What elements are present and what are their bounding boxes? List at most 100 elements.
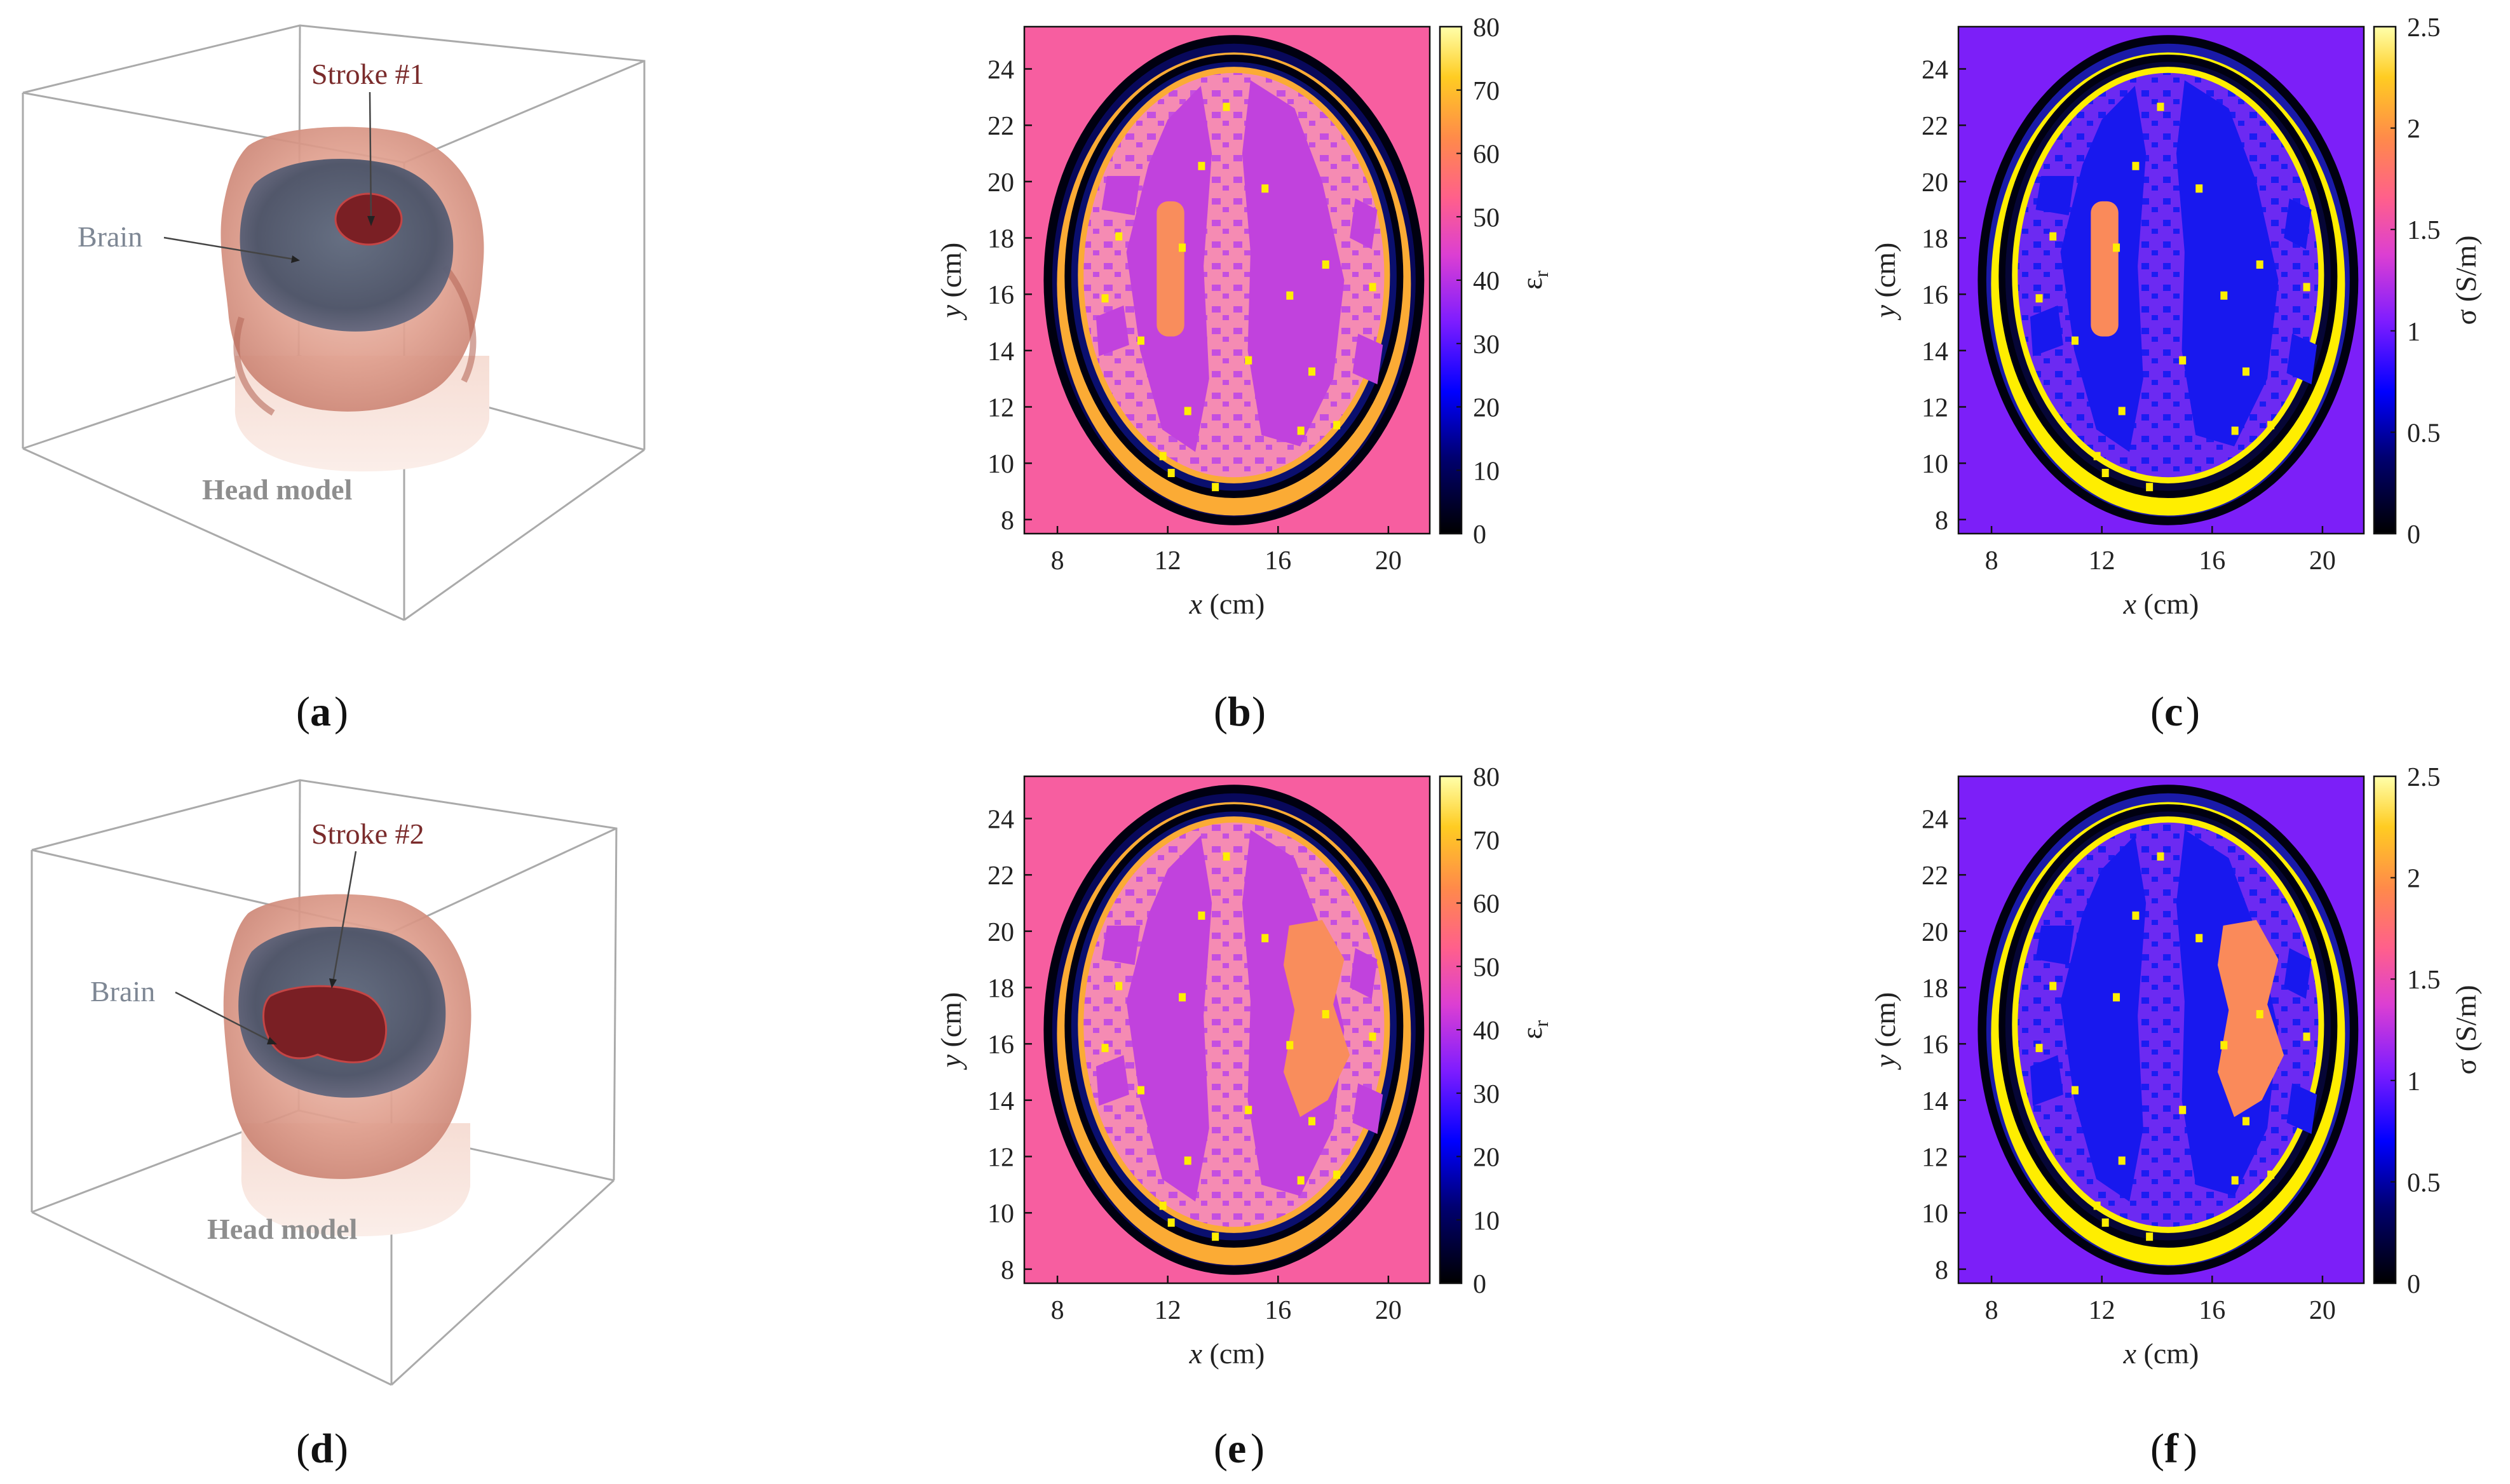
y-tick-label: 20 (1922, 918, 1948, 947)
colorbar (2373, 775, 2397, 1285)
white-matter-region-1 (1242, 80, 1345, 447)
x-tick-label: 12 (2089, 1296, 2115, 1325)
svg-text:c: c (2164, 689, 2183, 735)
x-tick-label: 12 (2089, 546, 2115, 576)
y-tick-label: 14 (1922, 337, 1948, 367)
svg-text:(: ( (1214, 689, 1228, 735)
colorbar-tick-label: 2 (2407, 865, 2420, 894)
y-tick-label: 14 (1922, 1087, 1948, 1116)
svg-text:): ) (2183, 1426, 2197, 1472)
white-matter-region-3 (2030, 1055, 2063, 1106)
brain-mesh (240, 159, 454, 332)
white-matter-region-3 (1096, 1055, 1129, 1106)
svg-text:Stroke #2: Stroke #2 (311, 818, 424, 850)
vessel-pixel-11 (2157, 102, 2164, 111)
y-tick-label: 24 (987, 56, 1014, 85)
svg-text:): ) (2186, 689, 2200, 735)
white-matter-region-5 (2286, 1083, 2317, 1135)
colorbar-tick-label: 30 (1473, 1080, 1500, 1109)
vessel-pixel-2 (2049, 232, 2057, 241)
svg-text:a: a (310, 689, 331, 735)
svg-text:): ) (334, 1426, 348, 1472)
vessel-pixel-11 (1223, 852, 1230, 861)
panel-label-d: ( d ) (296, 1426, 348, 1472)
vessel-pixel-9 (2195, 184, 2203, 193)
x-tick-label: 16 (2199, 1296, 2225, 1325)
vessel-pixel-8 (1101, 294, 1109, 303)
vessel-pixel-15 (2220, 1041, 2228, 1049)
vessel-pixel-3 (2179, 1105, 2187, 1114)
x-tick-label: 20 (1375, 546, 1402, 576)
vessel-pixel-13 (1308, 1117, 1316, 1126)
vessel-pixel-5 (2093, 452, 2101, 461)
colorbar-label: σ (S/m) (2450, 235, 2482, 325)
y-axis-title: y (cm) (1869, 243, 1901, 321)
white-matter-region-1 (2176, 80, 2279, 447)
colorbar-tick-label: 1.5 (2407, 216, 2441, 245)
y-tick-label: 16 (1922, 281, 1948, 310)
svg-text:f: f (2164, 1426, 2179, 1472)
colorbar-tick-label: 2.5 (2407, 763, 2441, 792)
annotation-head-d: Head model (207, 1213, 357, 1245)
y-tick-label: 12 (1922, 394, 1948, 423)
colorbar-tick-label: 1 (2407, 318, 2420, 347)
annotation-head-a: Head model (202, 473, 352, 506)
vessel-pixel-9 (2195, 934, 2203, 943)
stroke-region (2091, 201, 2119, 337)
panel-b-permittivity-map: 8 12 16 20 8 10 12 14 16 18 20 22 24 x (cm) y (cm) 0 10 2… (935, 13, 1552, 620)
vessel-pixel-17 (2146, 483, 2154, 492)
white-matter-region-2 (2035, 175, 2075, 216)
y-tick-label: 16 (987, 1030, 1014, 1060)
vessel-pixel-12 (2118, 1156, 2126, 1165)
x-tick-label: 16 (1265, 546, 1291, 576)
white-matter-region-4 (2284, 198, 2312, 250)
y-tick-label: 14 (987, 1087, 1014, 1116)
svg-text:): ) (334, 689, 348, 735)
y-tick-label: 18 (987, 225, 1014, 254)
white-matter-region-4 (2284, 948, 2312, 999)
vessel-pixel-17 (2146, 1232, 2154, 1241)
heatmap-image (1958, 27, 2364, 534)
svg-text:b: b (1228, 689, 1251, 735)
vessel-pixel-10 (1322, 260, 1329, 269)
vessel-pixel-7 (2267, 421, 2275, 429)
vessel-pixel-7 (2267, 1170, 2275, 1179)
y-tick-label: 18 (1922, 225, 1948, 254)
colorbar-tick-label: 70 (1473, 77, 1500, 106)
colorbar-tick-label: 50 (1473, 203, 1500, 233)
vessel-pixel-14 (1137, 1086, 1144, 1095)
panel-d-head-model: Stroke #2 Brain Head model (31, 779, 618, 1386)
vessel-pixel-2 (1115, 981, 1123, 990)
vessel-pixel-12 (1184, 407, 1191, 415)
colorbar-tick-label: 40 (1473, 1016, 1500, 1046)
stroke-lesion-2 (262, 985, 388, 1063)
colorbar-tick-label: 20 (1473, 394, 1500, 423)
heatmap-image (1024, 776, 1430, 1283)
white-matter-region-0 (1126, 835, 1212, 1202)
vessel-pixel-12 (1184, 1156, 1191, 1165)
vessel-pixel-5 (1159, 1201, 1167, 1210)
y-tick-label: 18 (987, 975, 1014, 1004)
colorbar-tick-label: 30 (1473, 330, 1500, 360)
x-tick-label: 20 (2309, 1296, 2336, 1325)
y-tick-label: 20 (987, 918, 1014, 947)
vessel-pixel-8 (1101, 1044, 1109, 1053)
vessel-pixel-1 (1198, 161, 1205, 170)
y-tick-label: 12 (1922, 1143, 1948, 1173)
y-tick-label: 8 (1935, 506, 1948, 536)
annotation-brain-a: Brain (78, 220, 300, 263)
vessel-pixel-7 (1333, 421, 1341, 429)
vessel-pixel-2 (1115, 232, 1123, 241)
vessel-pixel-6 (2101, 1218, 2109, 1227)
y-tick-label: 10 (1922, 1199, 1948, 1229)
stroke-region (1283, 920, 1350, 1117)
x-axis-title: x (cm) (1189, 1337, 1265, 1370)
colorbar-tick-label: 60 (1473, 140, 1500, 170)
vessel-pixel-16 (2303, 283, 2310, 292)
svg-text:(: ( (296, 689, 310, 735)
vessel-pixel-11 (2157, 852, 2164, 861)
y-tick-label: 20 (1922, 168, 1948, 198)
y-tick-label: 24 (987, 806, 1014, 835)
